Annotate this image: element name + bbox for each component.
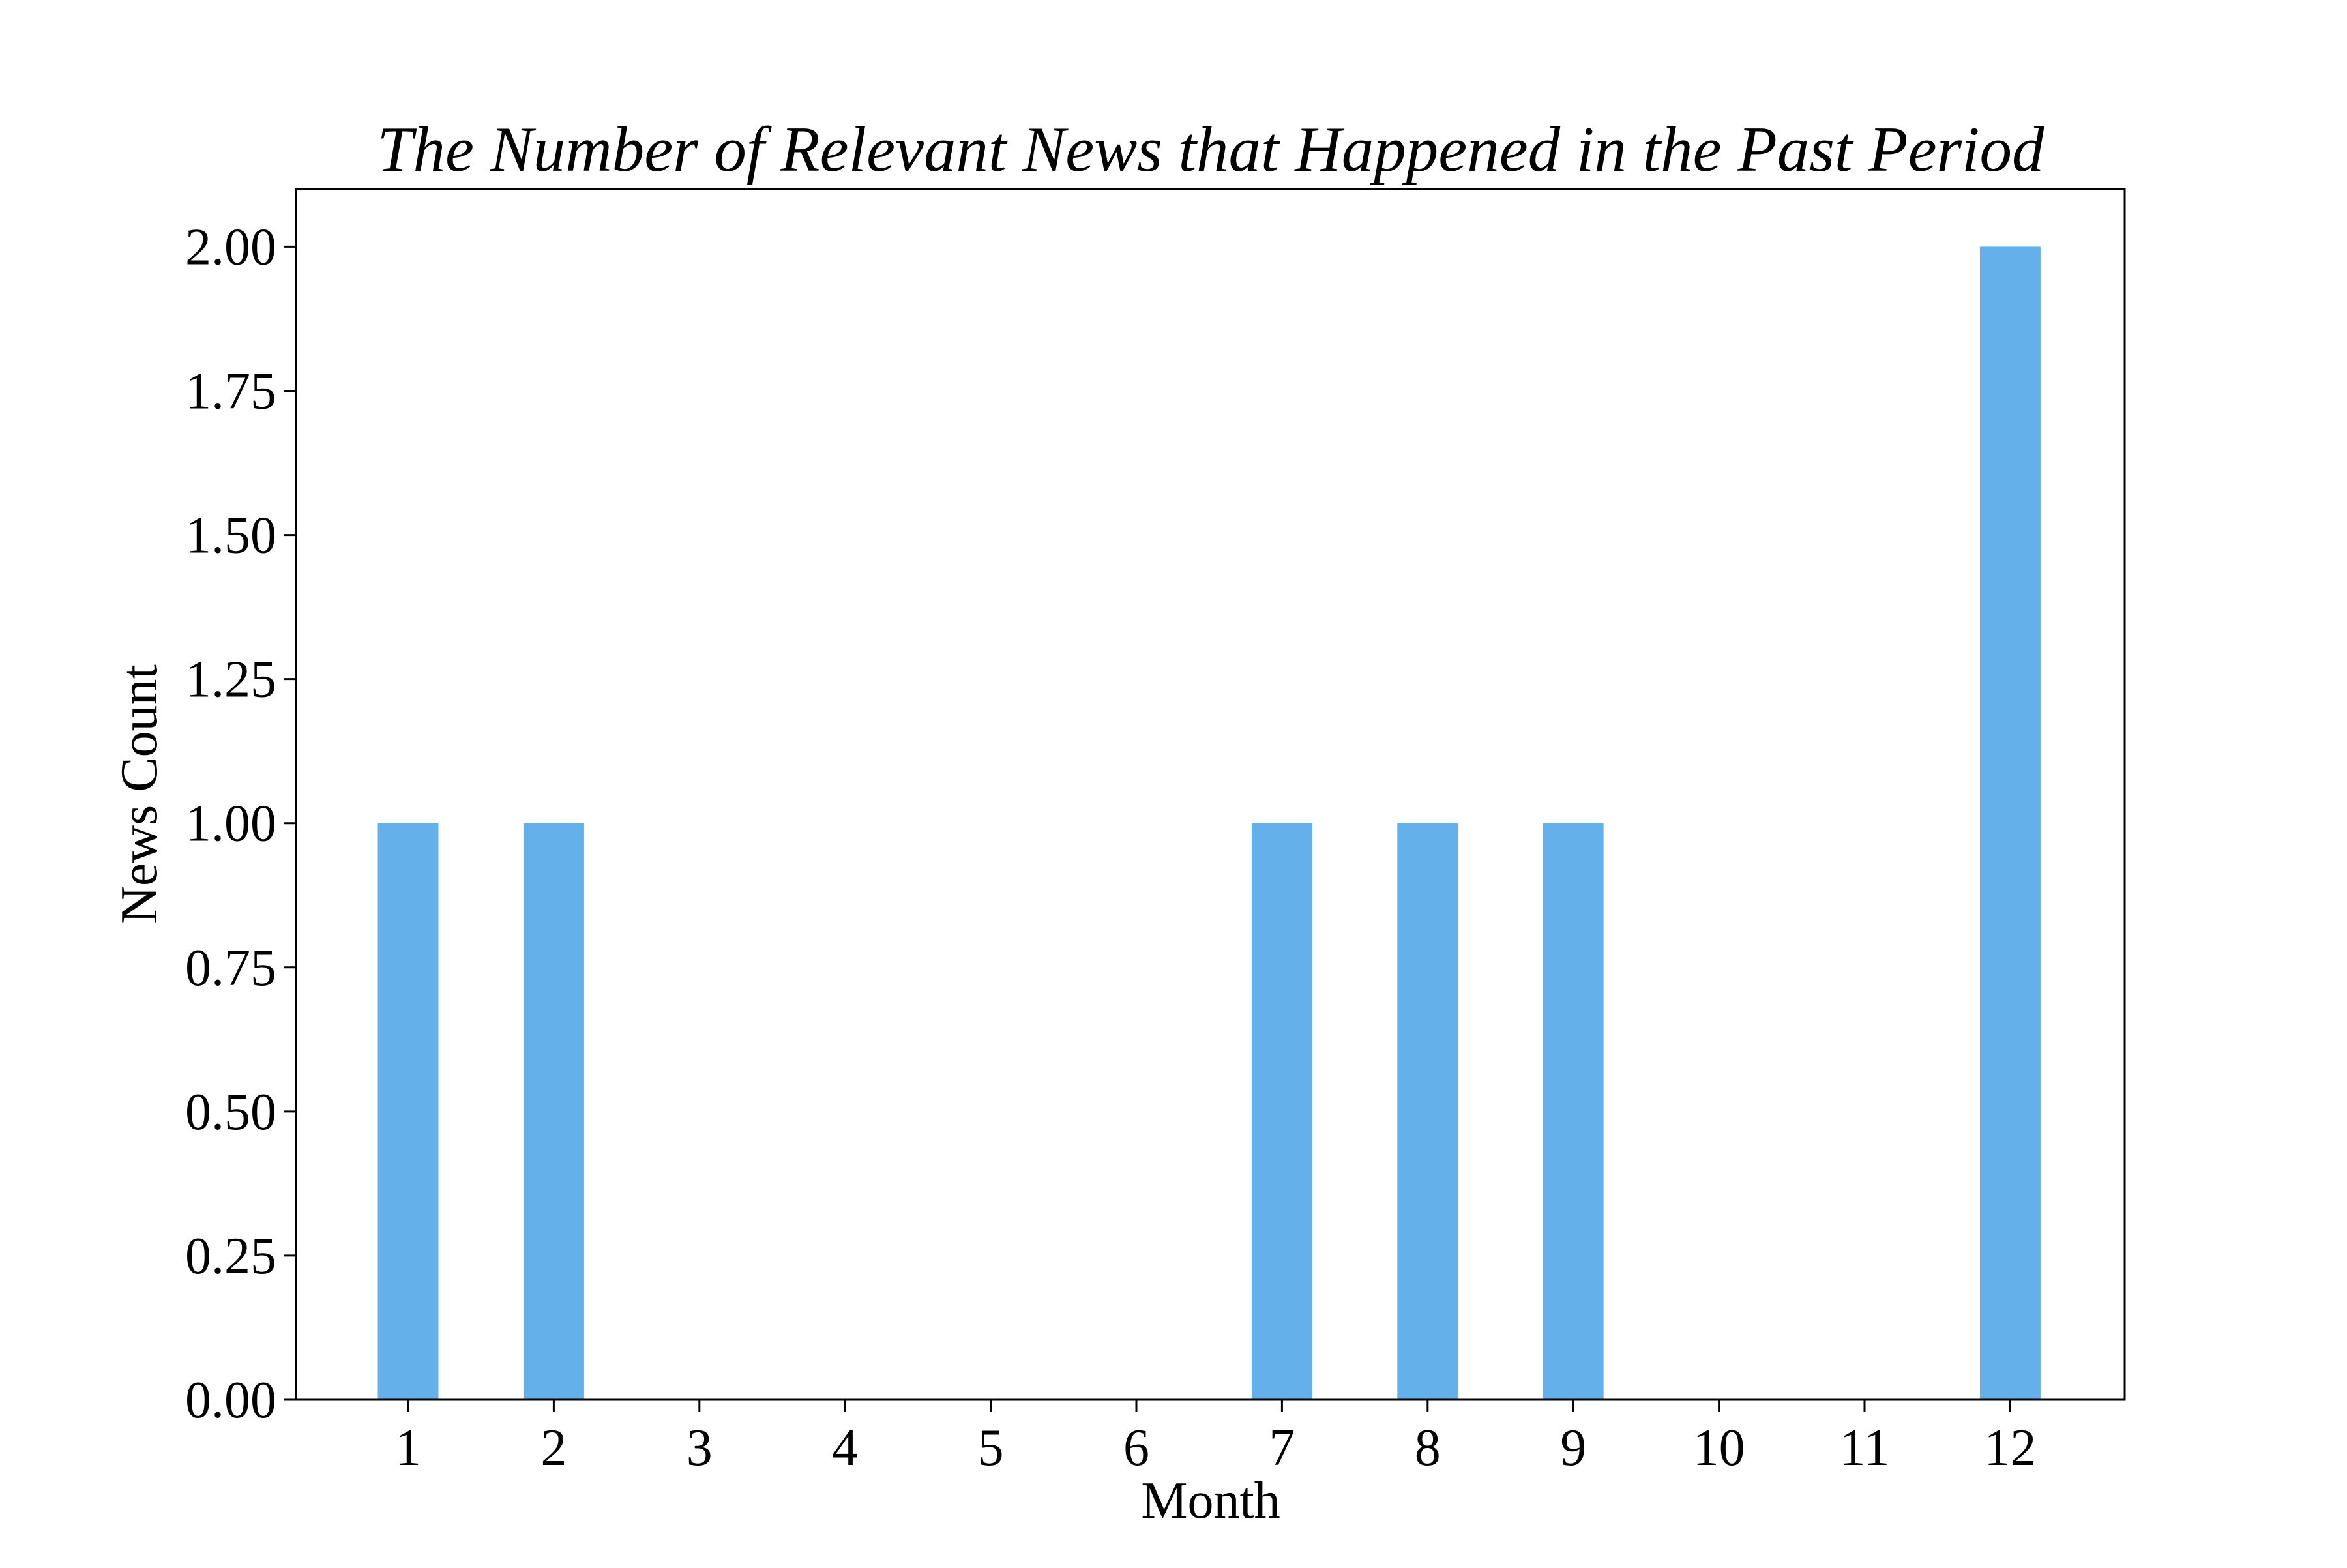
x-tick-label: 1 xyxy=(395,1419,421,1477)
plot-frame xyxy=(295,188,2126,1401)
x-tick-label: 3 xyxy=(686,1419,713,1477)
y-tick-label: 1.75 xyxy=(185,363,276,421)
bar-month-9 xyxy=(1543,823,1604,1400)
x-tick-label: 7 xyxy=(1269,1419,1295,1477)
y-tick-label: 0.50 xyxy=(185,1084,276,1141)
y-tick-label: 0.75 xyxy=(185,939,276,997)
x-tick-label: 5 xyxy=(978,1419,1004,1477)
y-tick-label: 1.00 xyxy=(185,795,276,853)
bar-month-8 xyxy=(1397,823,1458,1400)
bar-month-7 xyxy=(1251,823,1312,1400)
x-tick-label: 6 xyxy=(1123,1419,1149,1477)
x-tick-label: 11 xyxy=(1839,1419,1889,1477)
y-tick-label: 1.25 xyxy=(185,651,276,709)
y-axis-ticks: 0.00 0.25 0.50 0.75 1.00 1.25 1.50 1.75 2.00 xyxy=(185,218,296,1429)
y-tick-label: 2.00 xyxy=(185,218,276,276)
y-tick-label: 0.00 xyxy=(185,1372,276,1429)
x-axis-label: Month xyxy=(1141,1472,1280,1530)
x-tick-label: 4 xyxy=(832,1419,858,1477)
bars-group xyxy=(377,246,2041,1400)
x-tick-label: 10 xyxy=(1693,1419,1745,1477)
bar-month-2 xyxy=(523,823,584,1400)
y-axis-label: News Count xyxy=(111,664,168,924)
x-tick-label: 8 xyxy=(1415,1419,1441,1477)
x-axis-ticks: 1 2 3 4 5 6 7 8 9 10 11 12 xyxy=(395,1400,2036,1477)
bar-month-12 xyxy=(1979,246,2041,1400)
x-tick-label: 9 xyxy=(1560,1419,1586,1477)
x-tick-label: 2 xyxy=(540,1419,567,1477)
chart-title: The Number of Relevant News that Happene… xyxy=(377,114,2044,185)
y-tick-label: 1.50 xyxy=(185,507,276,565)
x-tick-label: 12 xyxy=(1984,1419,2036,1477)
y-tick-label: 0.25 xyxy=(185,1228,276,1285)
bar-month-1 xyxy=(377,823,439,1400)
